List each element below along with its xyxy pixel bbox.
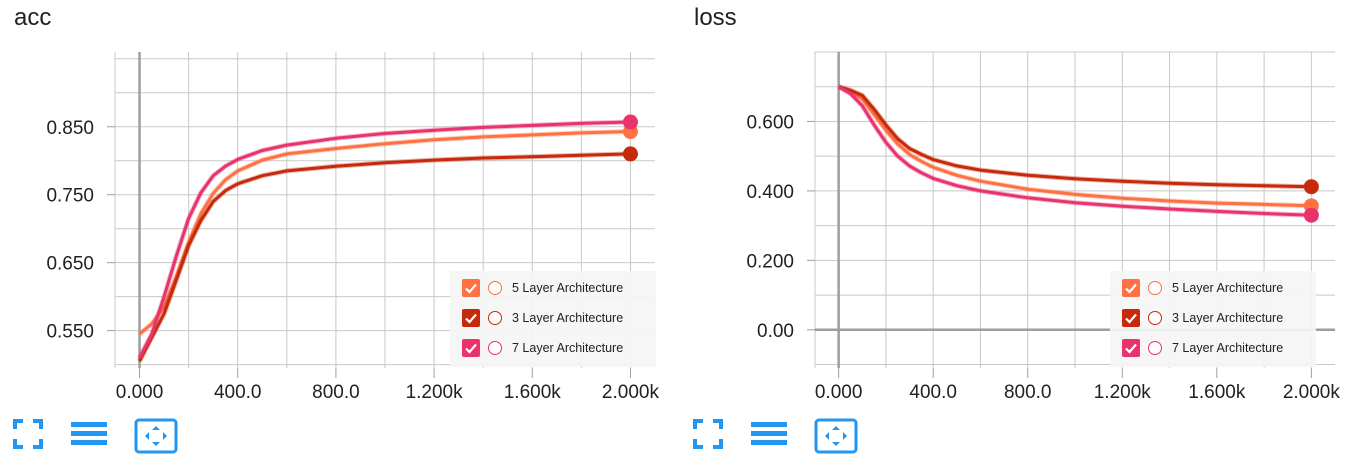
legend-label: 5 Layer Architecture [512, 281, 624, 295]
checkbox-checked-icon[interactable] [462, 279, 480, 297]
x-tick-label: 800.0 [312, 382, 360, 403]
toggle-log-scale-button[interactable] [70, 418, 108, 454]
y-tick-label: 0.650 [46, 254, 94, 275]
x-tick-label: 400.0 [214, 382, 262, 403]
legend-label: 3 Layer Architecture [512, 311, 624, 325]
series-end-point [622, 114, 638, 130]
fullscreen-icon [13, 419, 43, 449]
series-line [838, 85, 1312, 189]
x-tick-label: 1.200k [1094, 382, 1152, 403]
x-tick-label: 0.000 [815, 382, 863, 403]
acc-legend: 5 Layer Architecture 3 Layer Architecture… [450, 271, 656, 367]
legend-label: 5 Layer Architecture [1172, 281, 1284, 295]
y-tick-label: 0.550 [46, 322, 94, 343]
x-tick-label: 1.200k [406, 382, 464, 403]
checkbox-checked-icon[interactable] [1122, 279, 1140, 297]
series-end-point [622, 146, 638, 162]
fit-domain-button[interactable] [814, 418, 858, 454]
legend-item[interactable]: 5 Layer Architecture [462, 277, 623, 299]
loss-legend: 5 Layer Architecture 3 Layer Architecture… [1110, 271, 1316, 367]
legend-item[interactable]: 5 Layer Architecture [1122, 277, 1283, 299]
fit-domain-icon [134, 418, 178, 454]
chart-title-acc: acc [14, 4, 52, 31]
checkbox-checked-icon[interactable] [1122, 339, 1140, 357]
y-tick-label: 0.00 [757, 321, 794, 342]
fit-domain-button[interactable] [134, 418, 178, 454]
acc-card: acc 0.000 400.0 800.0 1.200k 1.600k 2.000k 0.5… [0, 0, 660, 472]
x-tick-label: 2.000k [602, 382, 660, 403]
y-tick-label: 0.600 [746, 112, 794, 133]
x-tick-label: 1.600k [504, 382, 562, 403]
fit-domain-icon [814, 418, 858, 454]
y-tick-label: 0.850 [46, 118, 94, 139]
x-tick-label: 1.600k [1188, 382, 1246, 403]
x-tick-label: 400.0 [909, 382, 957, 403]
loss-card: loss 0.000 400.0 800.0 1.200k 1.600k 2.000k 0.… [680, 0, 1340, 472]
series-line [138, 120, 631, 359]
legend-item[interactable]: 7 Layer Architecture [462, 337, 623, 359]
legend-item[interactable]: 7 Layer Architecture [1122, 337, 1283, 359]
fullscreen-button[interactable] [12, 418, 50, 454]
series-end-point [1303, 179, 1319, 195]
series-line [138, 152, 631, 362]
y-tick-label: 0.200 [746, 251, 794, 272]
x-tick-label: 2.000k [1283, 382, 1340, 403]
legend-item[interactable]: 3 Layer Architecture [462, 307, 623, 329]
fullscreen-button[interactable] [692, 418, 730, 454]
legend-label: 3 Layer Architecture [1172, 311, 1284, 325]
toggle-log-scale-button[interactable] [750, 418, 788, 454]
lines-icon [71, 422, 107, 445]
legend-label: 7 Layer Architecture [512, 341, 624, 355]
y-tick-label: 0.750 [46, 186, 94, 207]
series-end-point [1303, 207, 1319, 223]
legend-item[interactable]: 3 Layer Architecture [1122, 307, 1283, 329]
series-line [837, 85, 1312, 217]
fullscreen-icon [693, 419, 723, 449]
series-color-ring-icon [488, 281, 502, 295]
series-color-ring-icon [1148, 281, 1162, 295]
checkbox-checked-icon[interactable] [462, 339, 480, 357]
acc-plot[interactable]: 0.000 400.0 800.0 1.200k 1.600k 2.000k 0.550 0.… [0, 0, 660, 415]
x-tick-label: 800.0 [1004, 382, 1052, 403]
legend-label: 7 Layer Architecture [1172, 341, 1284, 355]
series-color-ring-icon [1148, 311, 1162, 325]
lines-icon [751, 422, 787, 445]
checkbox-checked-icon[interactable] [1122, 309, 1140, 327]
series-color-ring-icon [488, 311, 502, 325]
y-tick-label: 0.400 [746, 182, 794, 203]
series-line [837, 85, 1312, 208]
series-color-ring-icon [1148, 341, 1162, 355]
chart-title-loss: loss [694, 4, 737, 31]
checkbox-checked-icon[interactable] [462, 309, 480, 327]
x-tick-label: 0.000 [116, 382, 164, 403]
series-color-ring-icon [488, 341, 502, 355]
